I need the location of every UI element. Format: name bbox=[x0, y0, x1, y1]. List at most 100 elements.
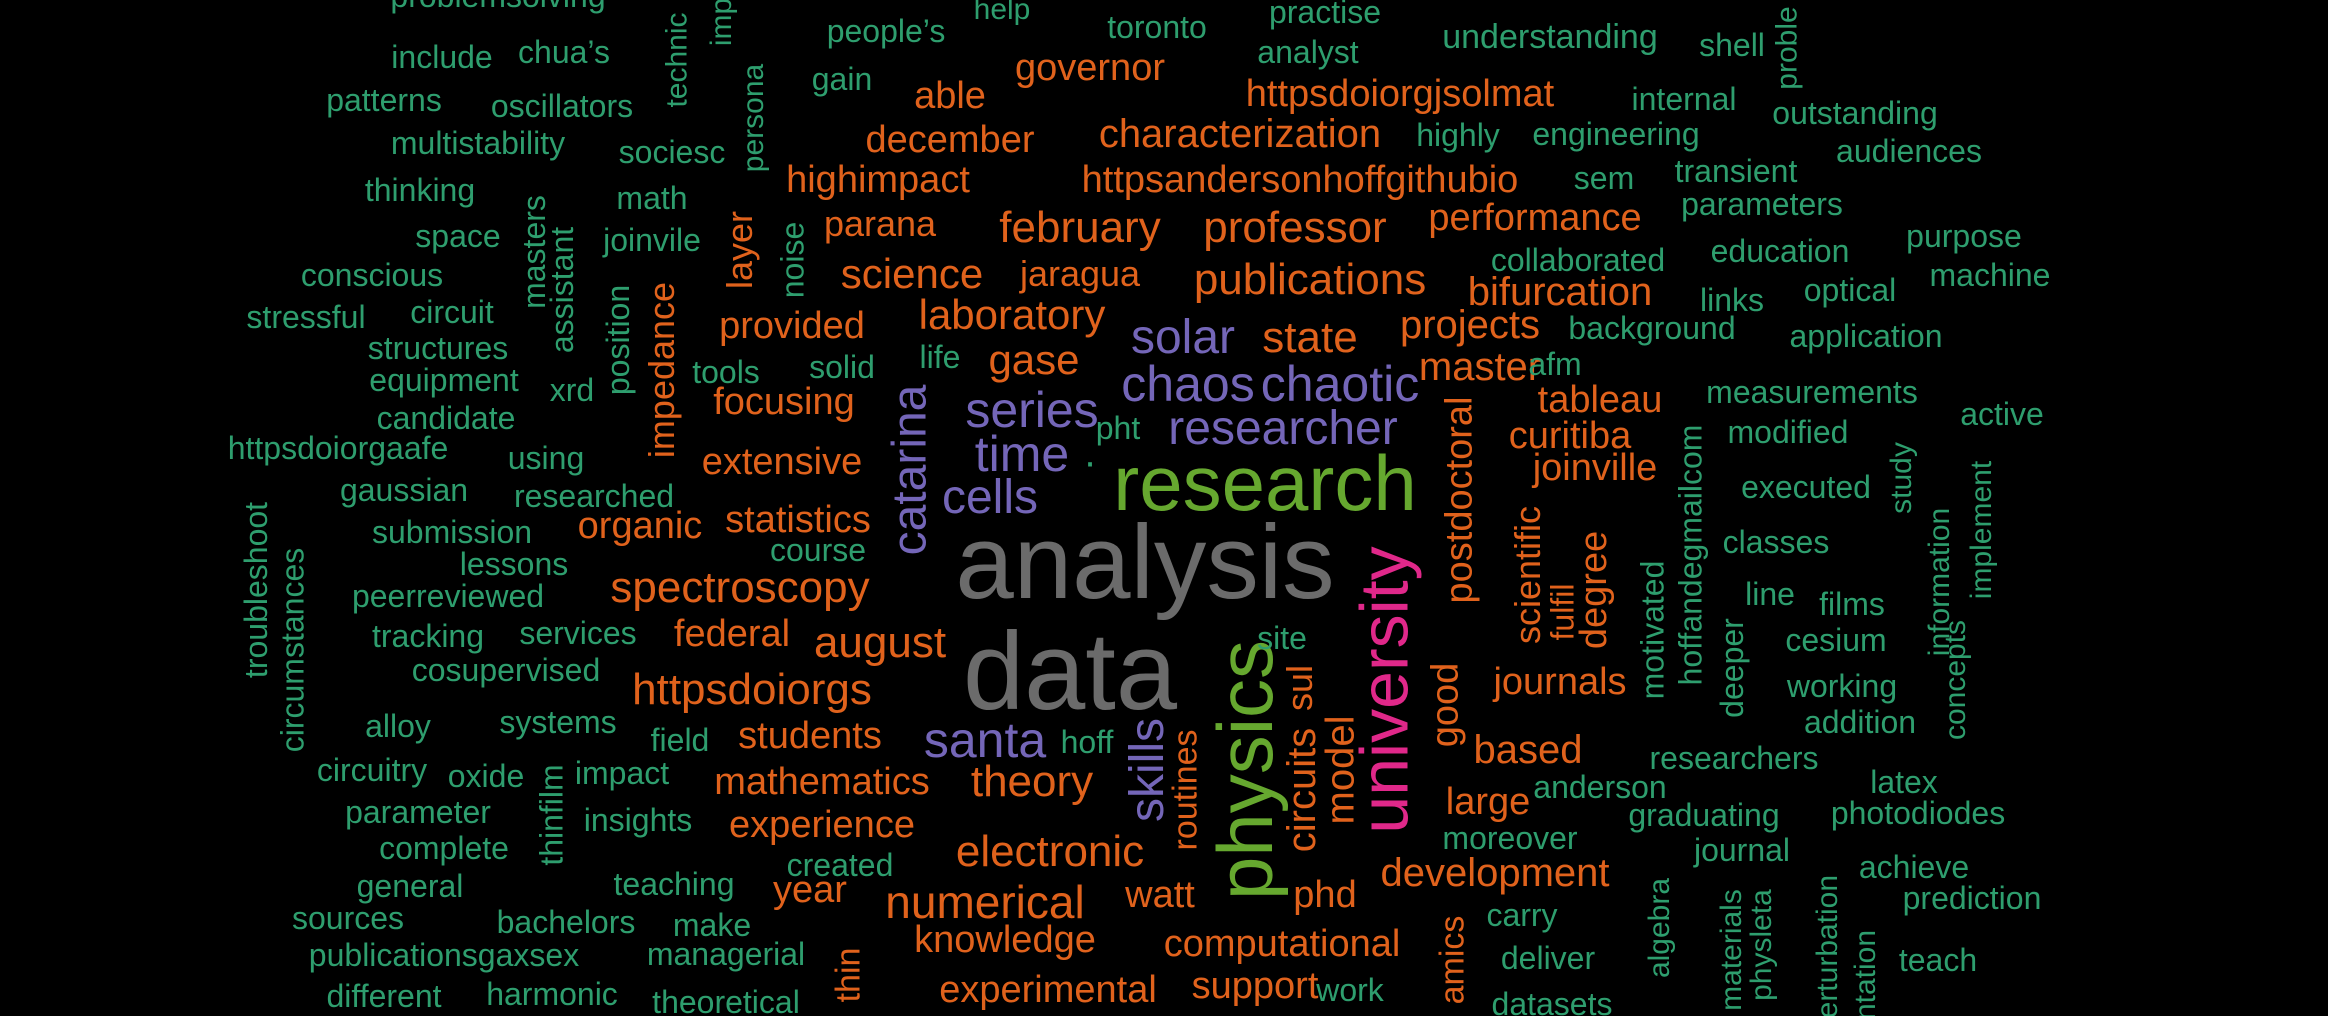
cloud-word: layer bbox=[719, 210, 760, 290]
cloud-word: physics bbox=[1201, 639, 1289, 901]
cloud-word: ntation bbox=[1848, 929, 1882, 1016]
cloud-word: using bbox=[507, 440, 585, 476]
cloud-word: general bbox=[356, 868, 464, 904]
cloud-word: space bbox=[415, 218, 501, 254]
cloud-word: december bbox=[865, 119, 1035, 161]
cloud-word: practise bbox=[1268, 0, 1382, 30]
cloud-word: engineering bbox=[1532, 116, 1700, 152]
cloud-word: highly bbox=[1416, 117, 1500, 153]
cloud-word: hoffandegmailcom bbox=[1672, 424, 1708, 686]
cloud-word: scientific bbox=[1506, 505, 1548, 645]
cloud-word: sociesc bbox=[618, 134, 726, 170]
cloud-word: researched bbox=[513, 478, 675, 514]
cloud-word: complete bbox=[379, 830, 509, 866]
cloud-word: tools bbox=[692, 354, 760, 390]
cloud-word: electronic bbox=[955, 827, 1145, 876]
cloud-word: position bbox=[599, 284, 636, 396]
cloud-word: line bbox=[1745, 576, 1795, 612]
cloud-word: shell bbox=[1699, 27, 1765, 63]
cloud-word: sem bbox=[1573, 160, 1635, 196]
cloud-word: patterns bbox=[326, 82, 442, 118]
cloud-word: joinvile bbox=[603, 222, 701, 258]
cloud-word: thinfilm bbox=[533, 764, 570, 866]
cloud-word: numerical bbox=[885, 876, 1085, 928]
cloud-word: concepts bbox=[1938, 619, 1972, 741]
cloud-word: characterization bbox=[1098, 112, 1382, 156]
cloud-word: circumstances bbox=[274, 547, 310, 753]
cloud-word: study bbox=[1885, 442, 1918, 514]
cloud-word: masters bbox=[515, 195, 552, 309]
cloud-word: development bbox=[1380, 851, 1610, 895]
cloud-word: transient bbox=[1674, 153, 1798, 189]
cloud-word: latex bbox=[1870, 764, 1938, 800]
cloud-word: services bbox=[519, 615, 637, 651]
cloud-word: internal bbox=[1631, 81, 1737, 117]
cloud-word: based bbox=[1473, 728, 1583, 772]
cloud-word: chaotic bbox=[1260, 356, 1420, 412]
cloud-word: laboratory bbox=[918, 291, 1106, 338]
cloud-word: analysis bbox=[955, 503, 1335, 621]
cloud-word: implement bbox=[1964, 460, 1998, 600]
cloud-word: thin bbox=[828, 947, 867, 1003]
cloud-word: systems bbox=[499, 704, 617, 740]
cloud-word: motivated bbox=[1633, 560, 1670, 700]
cloud-word: films bbox=[1819, 586, 1885, 622]
cloud-word: multistability bbox=[390, 125, 566, 161]
cloud-word: managerial bbox=[646, 936, 806, 972]
cloud-word: experience bbox=[729, 804, 915, 846]
cloud-word: large bbox=[1445, 781, 1531, 823]
cloud-word: · bbox=[1083, 440, 1097, 484]
cloud-word: candidate bbox=[376, 400, 516, 436]
cloud-word: working bbox=[1786, 668, 1898, 704]
cloud-word: xrd bbox=[549, 372, 595, 408]
cloud-word: statistics bbox=[725, 499, 871, 541]
cloud-word: solid bbox=[809, 349, 875, 385]
cloud-word: federal bbox=[673, 613, 791, 655]
cloud-word: impedance bbox=[641, 281, 682, 459]
cloud-word: help bbox=[973, 0, 1031, 26]
cloud-word: jaragua bbox=[1019, 253, 1141, 294]
cloud-word: algebra bbox=[1642, 877, 1676, 979]
cloud-word: datasets bbox=[1491, 986, 1613, 1016]
cloud-word: gain bbox=[811, 61, 873, 97]
cloud-word: oxide bbox=[447, 758, 525, 794]
cloud-word: august bbox=[813, 618, 947, 667]
cloud-word: researcher bbox=[1168, 402, 1398, 455]
cloud-word: professor bbox=[1203, 203, 1387, 252]
cloud-word: phd bbox=[1293, 874, 1357, 916]
cloud-word: publicationsgaxsex bbox=[308, 937, 580, 973]
cloud-word: equipment bbox=[369, 362, 519, 398]
cloud-word: optical bbox=[1803, 272, 1897, 308]
cloud-word: physleta bbox=[1745, 889, 1778, 1001]
cloud-word: insights bbox=[583, 802, 693, 838]
cloud-word: knowledge bbox=[914, 919, 1096, 961]
cloud-word: parameters bbox=[1681, 186, 1843, 222]
cloud-word: bachelors bbox=[496, 904, 636, 940]
cloud-word: tableau bbox=[1537, 379, 1663, 421]
cloud-word: bifurcation bbox=[1467, 270, 1653, 314]
cloud-word: performance bbox=[1428, 197, 1642, 239]
cloud-word: education bbox=[1710, 233, 1850, 269]
cloud-word: outstanding bbox=[1772, 95, 1938, 131]
cloud-word: machine bbox=[1929, 257, 2051, 293]
cloud-word: graduating bbox=[1628, 797, 1780, 833]
cloud-word: amics bbox=[1432, 915, 1471, 1005]
cloud-word: gase bbox=[988, 336, 1080, 383]
cloud-word: sources bbox=[291, 900, 405, 936]
cloud-word: proble bbox=[1771, 6, 1804, 90]
cloud-word: prediction bbox=[1902, 880, 2042, 916]
cloud-word: watt bbox=[1125, 874, 1195, 916]
cloud-word: classes bbox=[1722, 524, 1830, 560]
cloud-word: theoretical bbox=[652, 984, 800, 1016]
cloud-word: different bbox=[326, 978, 442, 1014]
cloud-word: application bbox=[1789, 318, 1943, 354]
cloud-word: chaos bbox=[1121, 356, 1255, 412]
cloud-word: math bbox=[616, 180, 688, 216]
cloud-word: background bbox=[1568, 310, 1736, 346]
cloud-word: santa bbox=[923, 712, 1047, 768]
cloud-word: executed bbox=[1741, 469, 1871, 505]
cloud-word: submission bbox=[371, 514, 533, 550]
cloud-word: parameter bbox=[345, 794, 491, 830]
cloud-word: field bbox=[650, 722, 710, 758]
cloud-word: pht bbox=[1095, 410, 1141, 446]
